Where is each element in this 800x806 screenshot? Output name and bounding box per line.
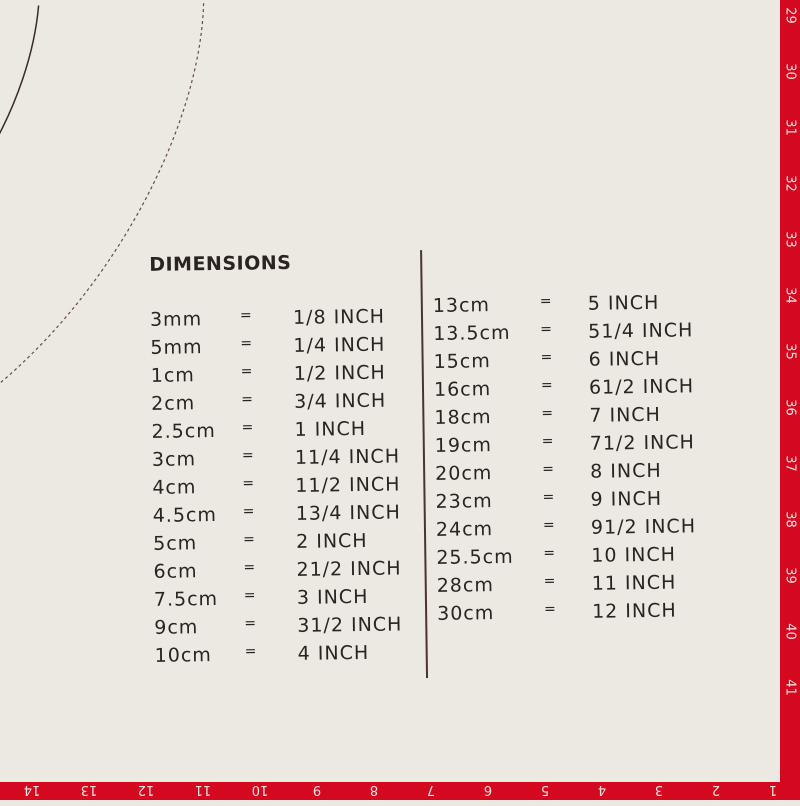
equals-sign: = — [241, 419, 255, 436]
metric-value: 3mm — [149, 308, 203, 331]
equals-sign: = — [543, 601, 557, 618]
imperial-value: 8 INCH — [590, 459, 662, 483]
equals-sign: = — [240, 335, 254, 352]
metric-value: 20cm — [435, 462, 493, 485]
imperial-value: 7 INCH — [589, 403, 662, 427]
metric-value: 5mm — [150, 336, 203, 359]
imperial-value: 51/4 INCH — [588, 319, 694, 343]
equals-sign: = — [542, 489, 556, 506]
equals-sign: = — [241, 391, 254, 408]
imperial-value: 61/2 INCH — [588, 375, 695, 399]
metric-value: 4.5cm — [152, 503, 218, 527]
equals-sign: = — [541, 405, 555, 422]
ruler-border-right — [780, 0, 800, 800]
metric-value: 10cm — [154, 644, 212, 667]
equals-sign: = — [242, 503, 256, 520]
equals-sign: = — [240, 363, 254, 380]
equals-sign: = — [543, 573, 557, 590]
metric-value: 13.5cm — [433, 321, 511, 345]
dashed-outline — [0, 3, 205, 385]
equals-sign: = — [539, 293, 553, 310]
solid-outline — [0, 5, 40, 142]
metric-value: 2cm — [151, 392, 196, 415]
imperial-value: 13/4 INCH — [295, 501, 401, 525]
metric-value: 23cm — [435, 490, 493, 513]
imperial-value: 11/2 INCH — [295, 473, 401, 497]
metric-value: 13cm — [432, 294, 491, 317]
metric-value: 6cm — [153, 560, 198, 583]
equals-sign: = — [244, 615, 258, 632]
imperial-value: 31/2 INCH — [297, 613, 403, 637]
equals-sign: = — [540, 349, 554, 366]
equals-sign: = — [243, 559, 257, 576]
metric-value: 3cm — [151, 448, 197, 471]
imperial-value: 11 INCH — [591, 571, 677, 595]
imperial-value: 2 INCH — [295, 529, 368, 553]
metric-value: 1cm — [150, 364, 195, 387]
equals-sign: = — [244, 643, 258, 660]
equals-sign: = — [543, 545, 557, 562]
imperial-value: 12 INCH — [591, 599, 677, 623]
metric-value: 25.5cm — [436, 545, 514, 569]
metric-value: 24cm — [435, 518, 494, 541]
imperial-value: 1/4 INCH — [293, 333, 386, 357]
imperial-value: 91/2 INCH — [590, 515, 697, 539]
metric-value: 19cm — [434, 434, 493, 457]
metric-value: 18cm — [434, 406, 492, 429]
imperial-value: 3 INCH — [296, 585, 369, 609]
equals-sign: = — [242, 475, 256, 492]
metric-value: 5cm — [152, 532, 198, 555]
equals-sign: = — [541, 433, 555, 450]
equals-sign: = — [542, 461, 555, 478]
equals-sign: = — [242, 531, 256, 548]
equals-sign: = — [241, 447, 255, 464]
ruler-border-bottom — [0, 782, 800, 800]
equals-sign: = — [542, 517, 556, 534]
equals-sign: = — [239, 307, 253, 324]
imperial-value: 1 INCH — [294, 417, 367, 441]
metric-value: 7.5cm — [153, 587, 219, 611]
imperial-value: 71/2 INCH — [589, 431, 696, 455]
imperial-value: 1/8 INCH — [292, 305, 386, 329]
equals-sign: = — [540, 377, 554, 394]
imperial-value: 9 INCH — [590, 487, 663, 511]
imperial-value: 21/2 INCH — [296, 557, 402, 581]
metric-value: 2.5cm — [151, 419, 216, 443]
metric-value: 4cm — [152, 476, 197, 499]
metric-value: 30cm — [436, 602, 495, 625]
imperial-value: 11/4 INCH — [294, 445, 401, 469]
imperial-value: 3/4 INCH — [294, 389, 387, 413]
dimensions-title: DIMENSIONS — [149, 251, 292, 276]
imperial-value: 4 INCH — [297, 641, 370, 665]
imperial-value: 10 INCH — [591, 543, 677, 567]
metric-value: 28cm — [436, 574, 495, 597]
imperial-value: 1/2 INCH — [293, 361, 386, 385]
imperial-value: 5 INCH — [587, 291, 660, 315]
equals-sign: = — [243, 587, 257, 604]
metric-value: 9cm — [154, 616, 199, 639]
equals-sign: = — [540, 321, 554, 338]
imperial-value: 6 INCH — [588, 347, 661, 371]
metric-value: 15cm — [433, 350, 491, 373]
metric-value: 16cm — [433, 378, 492, 401]
